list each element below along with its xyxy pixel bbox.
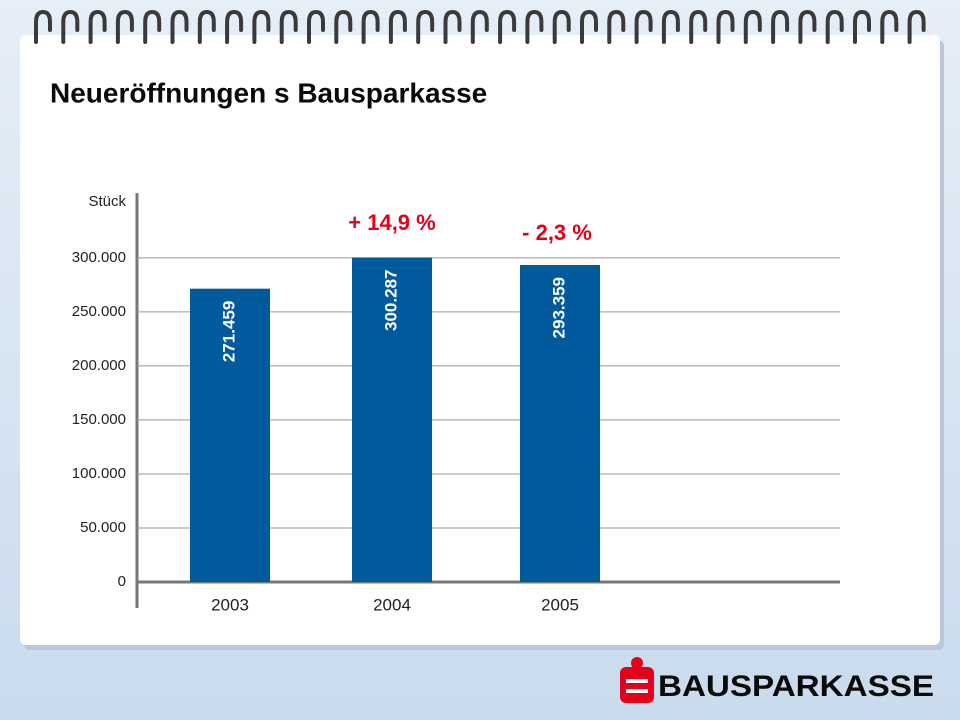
ring — [880, 9, 899, 44]
ring — [470, 9, 489, 44]
ring — [143, 9, 162, 44]
ring — [416, 9, 435, 44]
card — [20, 35, 940, 645]
ring — [607, 9, 626, 44]
x-tick-label: 2005 — [541, 595, 579, 614]
y-tick-label: 50.000 — [80, 519, 126, 536]
x-tick-label: 2004 — [373, 595, 411, 614]
ring — [580, 9, 598, 44]
ring — [853, 9, 871, 44]
ring — [252, 9, 271, 44]
y-tick-label: 100.000 — [72, 465, 126, 482]
ring — [361, 9, 380, 44]
ring — [498, 9, 517, 44]
bar — [352, 257, 432, 582]
y-tick-label: 150.000 — [72, 411, 126, 428]
ring — [689, 9, 708, 44]
bar — [520, 265, 600, 582]
value-label: 271.459 — [219, 301, 238, 362]
annotation: - 2,3 % — [522, 220, 592, 245]
ring — [743, 9, 762, 44]
logo: BAUSPARKASSE — [620, 657, 934, 703]
ring — [88, 9, 107, 44]
ring — [825, 9, 844, 44]
ring — [661, 9, 680, 44]
y-tick-label: 300.000 — [72, 249, 126, 266]
ring — [61, 9, 80, 44]
ring — [279, 9, 298, 44]
x-tick-label: 2003 — [211, 595, 249, 614]
ring — [170, 9, 189, 44]
bar — [190, 288, 270, 582]
ring — [716, 9, 735, 44]
annotation: + 14,9 % — [348, 210, 435, 235]
ring — [197, 9, 216, 44]
ring — [334, 9, 353, 44]
ring — [634, 9, 653, 44]
ring — [907, 9, 926, 44]
y-tick-label: 0 — [118, 573, 126, 590]
value-label: 300.287 — [381, 270, 400, 331]
ring — [771, 9, 790, 44]
ring — [525, 9, 544, 44]
ring — [307, 9, 325, 44]
y-axis-label: Stück — [88, 193, 126, 210]
y-tick-label: 250.000 — [72, 303, 126, 320]
ring — [388, 9, 407, 44]
ring — [225, 9, 244, 44]
ring — [34, 9, 52, 44]
value-label: 293.359 — [549, 277, 568, 338]
chart-title: Neueröffnungen s Bausparkasse — [50, 77, 487, 108]
ring — [552, 9, 571, 44]
ring — [798, 9, 817, 44]
y-tick-label: 200.000 — [72, 357, 126, 374]
ring — [443, 9, 462, 44]
brand: BAUSPARKASSE — [658, 670, 934, 703]
ring — [115, 9, 134, 44]
spiral — [34, 9, 926, 44]
